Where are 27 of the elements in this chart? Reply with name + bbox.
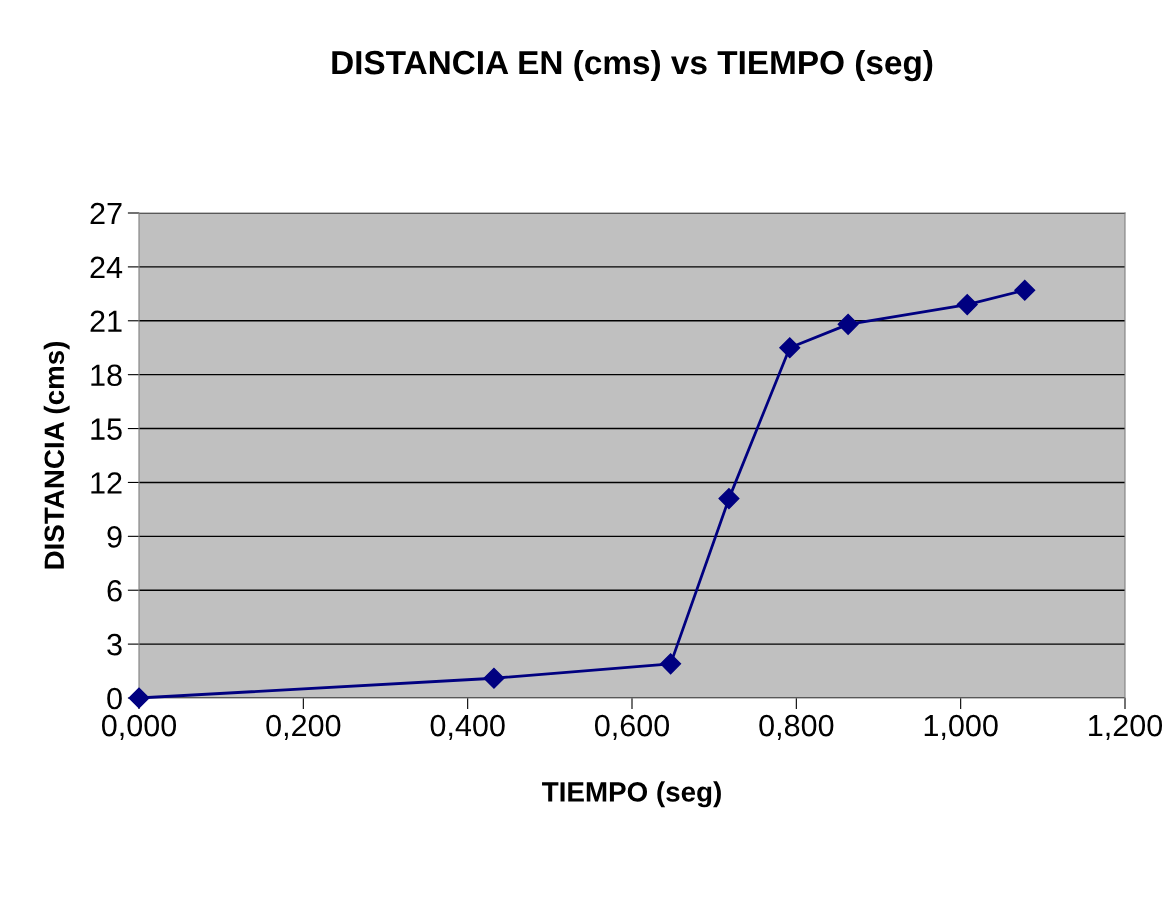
- y-tick-label: 27: [90, 202, 122, 225]
- x-axis-title: TIEMPO (seg): [542, 781, 721, 808]
- y-tick-label: 12: [91, 472, 122, 494]
- y-tick-label: 9: [107, 526, 122, 548]
- point: [1014, 279, 1036, 301]
- y-tick-label: 21: [90, 310, 122, 332]
- point: [483, 667, 505, 689]
- point: [837, 313, 859, 335]
- y-tick-label: 0: [107, 687, 122, 710]
- y-axis-title: DISTANCIA (cms): [43, 341, 70, 569]
- x-tick-label: 0,400: [430, 714, 505, 741]
- y-tick-label: 15: [91, 418, 122, 440]
- x-tick-label: 0,600: [594, 714, 670, 741]
- x-tick-label: 0,800: [759, 714, 834, 741]
- x-tick-label: 1,200: [1089, 714, 1163, 741]
- y-tick-label: 3: [107, 633, 122, 656]
- y-tick-label: 6: [107, 579, 122, 602]
- point: [779, 337, 801, 359]
- x-tick-label: 0,000: [101, 714, 177, 741]
- y-tick-label: 24: [90, 256, 123, 278]
- chart-title: DISTANCIA EN (cms) vs TIEMPO (seg): [332, 49, 933, 82]
- x-tick-label: 1,000: [924, 714, 998, 741]
- y-tick-label: 18: [91, 364, 122, 387]
- point: [660, 653, 682, 675]
- point: [718, 488, 740, 510]
- x-tick-label: 0,200: [266, 714, 341, 741]
- point: [956, 294, 978, 316]
